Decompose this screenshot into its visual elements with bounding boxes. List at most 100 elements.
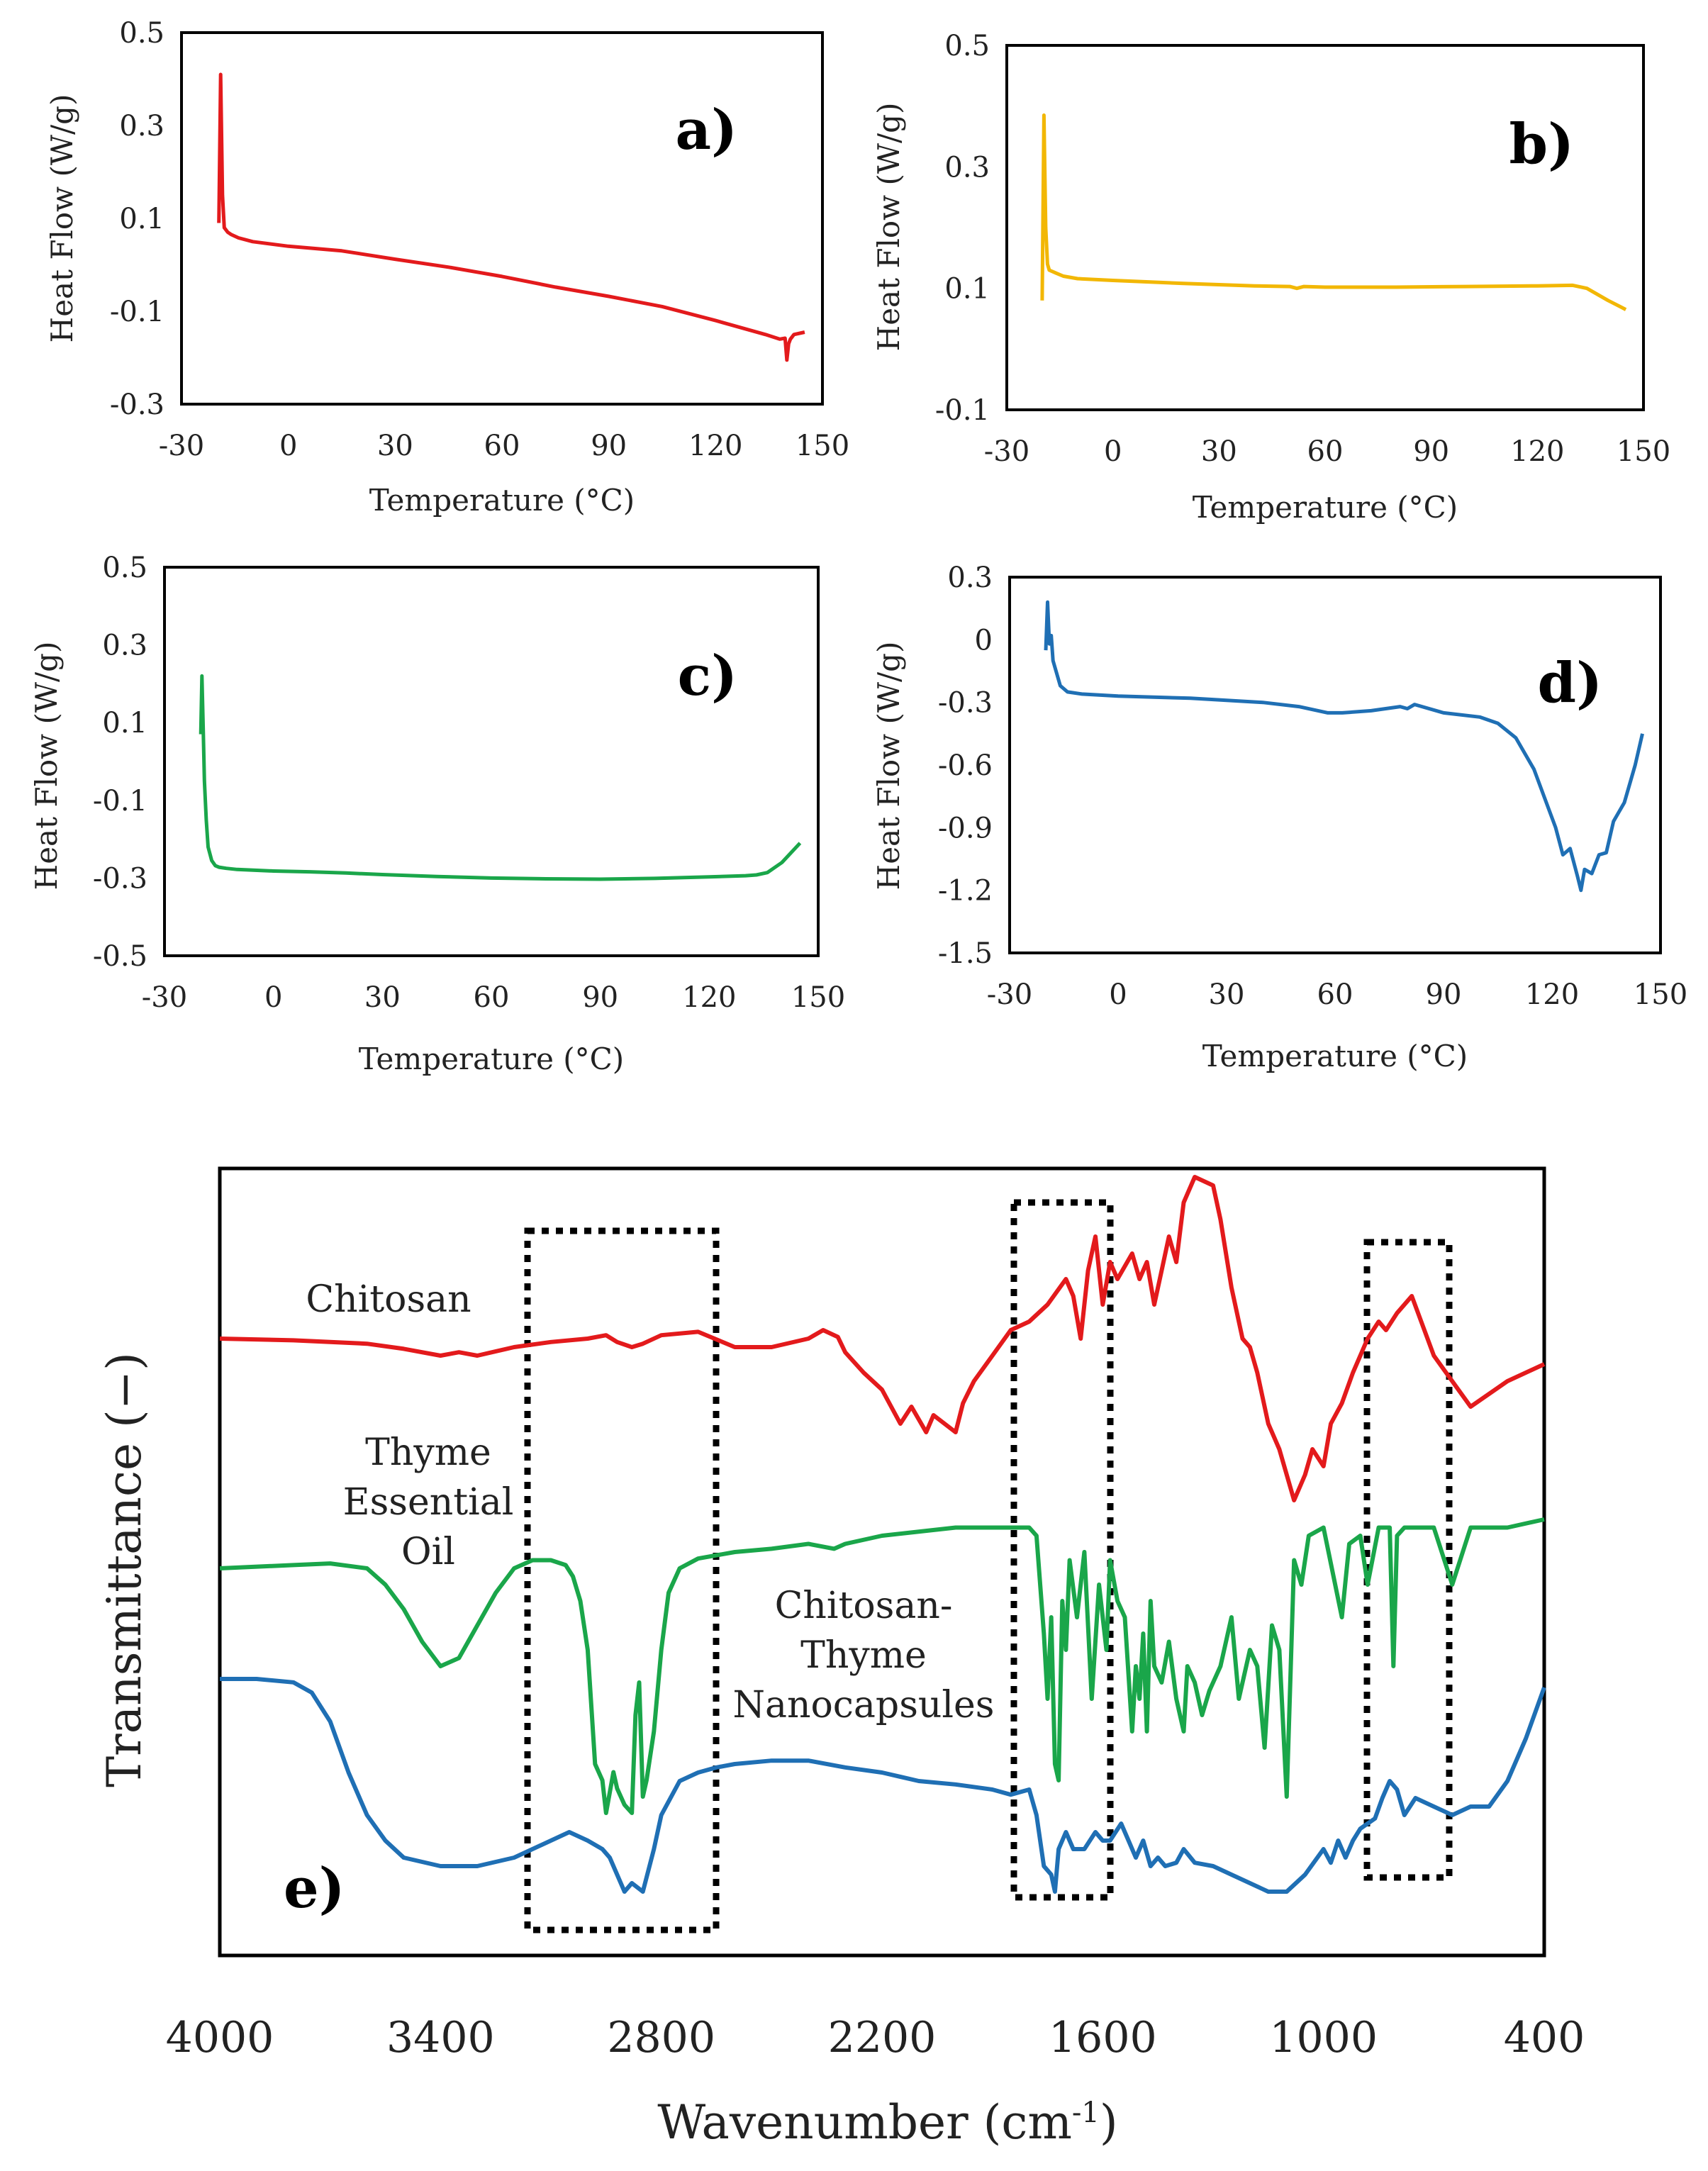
x-tick-label: 2800 [607,2013,715,2063]
y-tick-label: 0.3 [947,562,993,594]
x-tick-label: 30 [377,430,413,462]
y-tick-label: -0.3 [110,389,164,421]
x-tick-label: 1600 [1049,2013,1157,2063]
x-tick-label: 90 [591,430,627,462]
x-tick-label: -30 [142,981,187,1014]
plot-frame-c [163,566,820,957]
x-tick-label: 120 [688,430,742,462]
dsc-panel-b: b) Temperature (°C) Heat Flow (W/g) -30 0… [871,30,1670,525]
x-tick-label: 150 [791,981,845,1014]
spectrum-line [220,1677,1546,1894]
series-label: Essential [343,1481,514,1524]
series-label: Thyme [800,1634,927,1677]
panel-label-a: a) [676,98,737,162]
x-tick-label: 3400 [386,2013,495,2063]
ftir-panel-e: e) Wavenumber (cm-1) Transmittance (−) 4… [97,1166,1585,2150]
x-tick-label: 150 [1617,435,1670,468]
x-tick-label: 0 [1109,978,1127,1011]
y-tick-label: 0.3 [102,630,147,662]
x-tick-label: 0 [279,430,297,462]
dsc-panel-d: d) Temperature (°C) Heat Flow (W/g) -30 0… [871,562,1687,1073]
x-tick-label: 60 [1307,435,1344,468]
y-tick-label: -0.3 [93,862,147,895]
x-tick-label: 2200 [828,2013,937,2063]
y-tick-label: -0.6 [938,749,993,782]
x-tick-label: 1000 [1269,2013,1378,2063]
dsc-panel-c: c) Temperature (°C) Heat Flow (W/g) -30 0… [29,552,845,1076]
y-axis-label-d: Heat Flow (W/g) [871,642,906,891]
region-box-carbonyl [1010,1199,1114,1901]
region-box-ch [524,1227,720,1933]
y-axis-label-b: Heat Flow (W/g) [871,103,906,352]
x-tick-label: 60 [484,430,520,462]
x-axis-label-a: Temperature (°C) [369,483,635,518]
panel-label-b: b) [1509,112,1574,177]
series-label: Thyme [365,1431,491,1474]
y-tick-label: -1.2 [938,875,993,908]
plot-frame-d [1008,576,1662,954]
x-tick-label: 90 [1426,978,1462,1011]
x-tick-label: 0 [1104,435,1122,468]
y-tick-label: -0.1 [93,785,147,817]
x-tick-label: -30 [987,978,1032,1011]
region-box-fingerprint [1363,1239,1453,1881]
x-tick-label: 0 [264,981,282,1014]
x-tick-label: 60 [1317,978,1353,1011]
y-tick-label: 0.5 [119,17,164,50]
x-tick-label: 120 [1510,435,1564,468]
x-tick-label: 4000 [166,2013,274,2063]
spectrum-line [219,1517,1545,1815]
x-axis-label-b: Temperature (°C) [1193,490,1458,525]
x-tick-label: 30 [1209,978,1245,1011]
x-tick-label: 30 [364,981,401,1014]
dsc-panel-a: a) Temperature (°C) Heat Flow (W/g) -30 0… [45,17,849,518]
x-tick-label: 90 [582,981,618,1014]
y-tick-label: 0.3 [119,110,164,143]
x-tick-label: 150 [796,430,849,462]
y-axis-label-c: Heat Flow (W/g) [29,642,64,891]
x-axis-label-c: Temperature (°C) [359,1042,624,1076]
y-axis-label-a: Heat Flow (W/g) [45,94,79,343]
heat-flow-line [1040,113,1627,311]
series-label: Chitosan- [775,1585,953,1627]
x-tick-label: -30 [984,435,1029,468]
y-tick-label: 0.1 [944,273,990,306]
panel-label-e: e) [284,1856,345,1921]
heat-flow-line [1044,600,1644,893]
heat-flow-line [217,72,805,362]
y-tick-label: 0.5 [102,552,147,584]
x-tick-label: 120 [1525,978,1579,1011]
panel-label-d: d) [1538,651,1602,715]
x-axis-label-d: Temperature (°C) [1202,1039,1468,1073]
plot-frame-a [180,31,824,406]
y-tick-label: 0.5 [944,30,990,62]
plot-frame-e [218,1166,1546,1958]
y-tick-label: -0.3 [938,687,993,720]
panel-label-c: c) [678,644,737,708]
spectrum-line [219,1175,1546,1502]
series-label: Oil [401,1531,455,1573]
y-tick-label: -0.1 [110,296,164,328]
series-label: Nanocapsules [733,1684,995,1726]
x-tick-label: 30 [1201,435,1237,468]
x-tick-label: 150 [1634,978,1687,1011]
y-axis-label-e: Transmittance (−) [97,1352,152,1787]
x-tick-label: 90 [1413,435,1449,468]
x-axis-label-e: Wavenumber (cm-1) [657,2095,1117,2150]
y-tick-label: 0.3 [944,151,990,184]
y-tick-label: -1.5 [938,937,993,970]
x-tick-label: 120 [682,981,736,1014]
plot-frame-b [1005,44,1645,411]
series-label: Chitosan [306,1278,471,1321]
y-tick-label: -0.5 [93,940,147,973]
y-tick-label: -0.1 [935,394,990,427]
x-tick-label: -30 [159,430,204,462]
y-tick-label: -0.9 [938,812,993,844]
heat-flow-line [199,674,802,881]
y-tick-label: 0 [975,624,993,657]
y-tick-label: 0.1 [119,203,164,235]
y-tick-label: 0.1 [102,707,147,740]
x-tick-label: 400 [1504,2013,1585,2063]
x-tick-label: 60 [474,981,510,1014]
